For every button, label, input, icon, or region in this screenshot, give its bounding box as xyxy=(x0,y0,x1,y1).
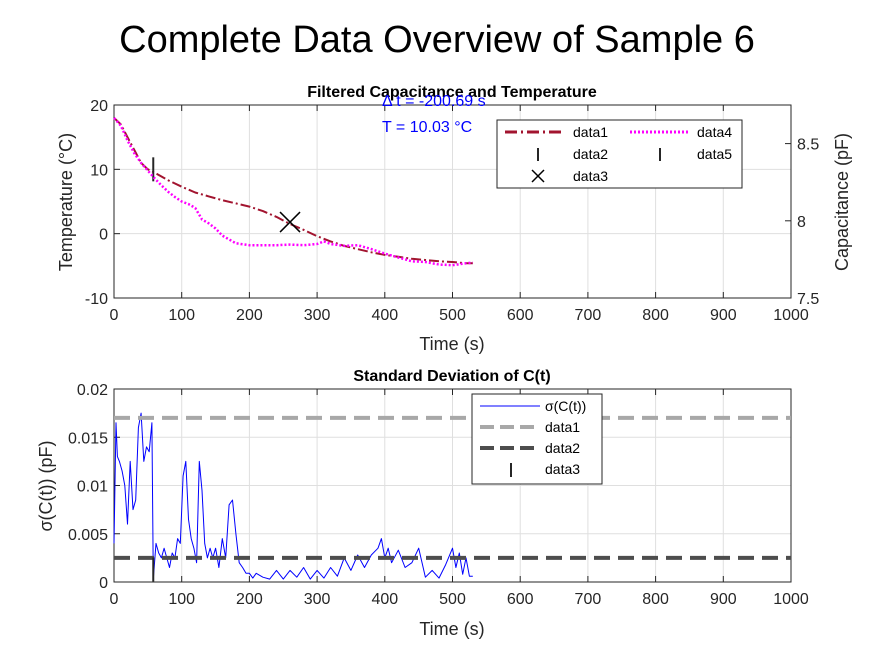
legend-data3-label: data3 xyxy=(573,168,608,184)
bot-ytick-label: 0.015 xyxy=(68,430,108,447)
bot-xtick-label: 900 xyxy=(710,591,737,608)
top-y2tick-label: 7.5 xyxy=(797,291,819,308)
bottom-legend: σ(C(t)) data1 data2 data3 xyxy=(471,393,603,485)
top-ytick-label: 20 xyxy=(90,98,108,115)
bottom-series-group xyxy=(113,412,791,582)
bot-xtick-label: 600 xyxy=(507,591,534,608)
legend-data4-label: data4 xyxy=(697,124,732,140)
legend-bdata1-label: data1 xyxy=(545,419,580,435)
annotation-temperature: T = 10.03 °C xyxy=(382,119,472,136)
figure-title: Complete Data Overview of Sample 6 xyxy=(119,19,755,61)
legend-data3-marker xyxy=(531,169,545,183)
bot-ytick-label: 0 xyxy=(99,575,108,592)
bot-ytick-label: 0.01 xyxy=(77,479,108,496)
top-plot-frame xyxy=(113,104,792,299)
top-xtick-label: 400 xyxy=(371,307,398,324)
legend-data1-label: data1 xyxy=(573,124,608,140)
top-legend: data1 data4 data2 data5 data3 xyxy=(496,119,743,189)
bot-xtick-label: 300 xyxy=(304,591,331,608)
bottom-legend-box xyxy=(471,393,603,485)
top-xtick-label: 600 xyxy=(507,307,534,324)
bottom-xlabel: Time (s) xyxy=(419,619,484,639)
bot-xtick-label: 100 xyxy=(168,591,195,608)
top-y2tick-label: 8 xyxy=(797,214,806,231)
top-ylabel: Temperature (°C) xyxy=(56,133,76,271)
legend-bdata3-label: data3 xyxy=(545,461,580,477)
top-plot-title: Filtered Capacitance and Temperature xyxy=(307,84,597,101)
legend-bdata2-label: data2 xyxy=(545,440,580,456)
top-xtick-label: 0 xyxy=(110,307,119,324)
bottom-ylabel: σ(C(t)) (pF) xyxy=(36,440,56,531)
top-xtick-label: 200 xyxy=(236,307,263,324)
top-ytick-labels: -10 0 10 20 xyxy=(85,98,108,308)
bot-xtick-label: 0 xyxy=(110,591,119,608)
top-series-data4-line xyxy=(113,117,473,267)
top-ytick-label: -10 xyxy=(85,291,108,308)
bot-ytick-label: 0.02 xyxy=(77,382,108,399)
bot-xtick-label: 400 xyxy=(371,591,398,608)
bot-xtick-label: 200 xyxy=(236,591,263,608)
annotation-delta-t: Δ t = -200.69 s xyxy=(382,93,486,110)
top-ytick-label: 10 xyxy=(90,162,108,179)
top-y2tick-label: 8.5 xyxy=(797,137,819,154)
top-xtick-label: 800 xyxy=(642,307,669,324)
top-xtick-label: 700 xyxy=(575,307,602,324)
bottom-plot-frame xyxy=(113,388,792,583)
bottom-plot: 0 100 200 300 400 500 600 700 800 900 1000 00.0050… xyxy=(36,368,809,639)
top-series-data1-line xyxy=(113,117,473,265)
bot-xtick-label: 500 xyxy=(439,591,466,608)
top-xtick-label: 100 xyxy=(168,307,195,324)
legend-data2-label: data2 xyxy=(573,146,608,162)
legend-data5-label: data5 xyxy=(697,146,732,162)
top-ytick-label: 0 xyxy=(99,227,108,244)
top-xtick-label: 1000 xyxy=(773,307,809,324)
bot-ytick-label: 0.005 xyxy=(68,527,108,544)
top-xtick-labels: 0 100 200 300 400 500 600 700 800 900 1000 xyxy=(110,307,809,324)
top-y2label: Capacitance (pF) xyxy=(832,133,852,271)
top-y2tick-labels: 7.5 8 8.5 xyxy=(785,137,819,308)
top-plot: 0 100 200 300 400 500 600 700 800 900 1000 -100102… xyxy=(56,84,852,354)
top-xtick-label: 900 xyxy=(710,307,737,324)
bot-xtick-label: 1000 xyxy=(773,591,809,608)
top-series-data3-marker xyxy=(279,211,301,233)
top-xlabel: Time (s) xyxy=(419,334,484,354)
top-series-group xyxy=(113,117,473,267)
top-xtick-label: 500 xyxy=(439,307,466,324)
bottom-plot-title: Standard Deviation of C(t) xyxy=(353,368,550,385)
bottom-ytick-labels: 0 0.005 0.01 0.015 0.02 xyxy=(68,382,108,592)
top-series-data3-marker-stroke xyxy=(279,211,301,233)
bot-xtick-label: 700 xyxy=(575,591,602,608)
bot-xtick-label: 800 xyxy=(642,591,669,608)
legend-sigma-label: σ(C(t)) xyxy=(545,398,586,414)
bottom-xtick-labels: 0 100 200 300 400 500 600 700 800 900 1000 xyxy=(110,591,809,608)
top-xtick-label: 300 xyxy=(304,307,331,324)
